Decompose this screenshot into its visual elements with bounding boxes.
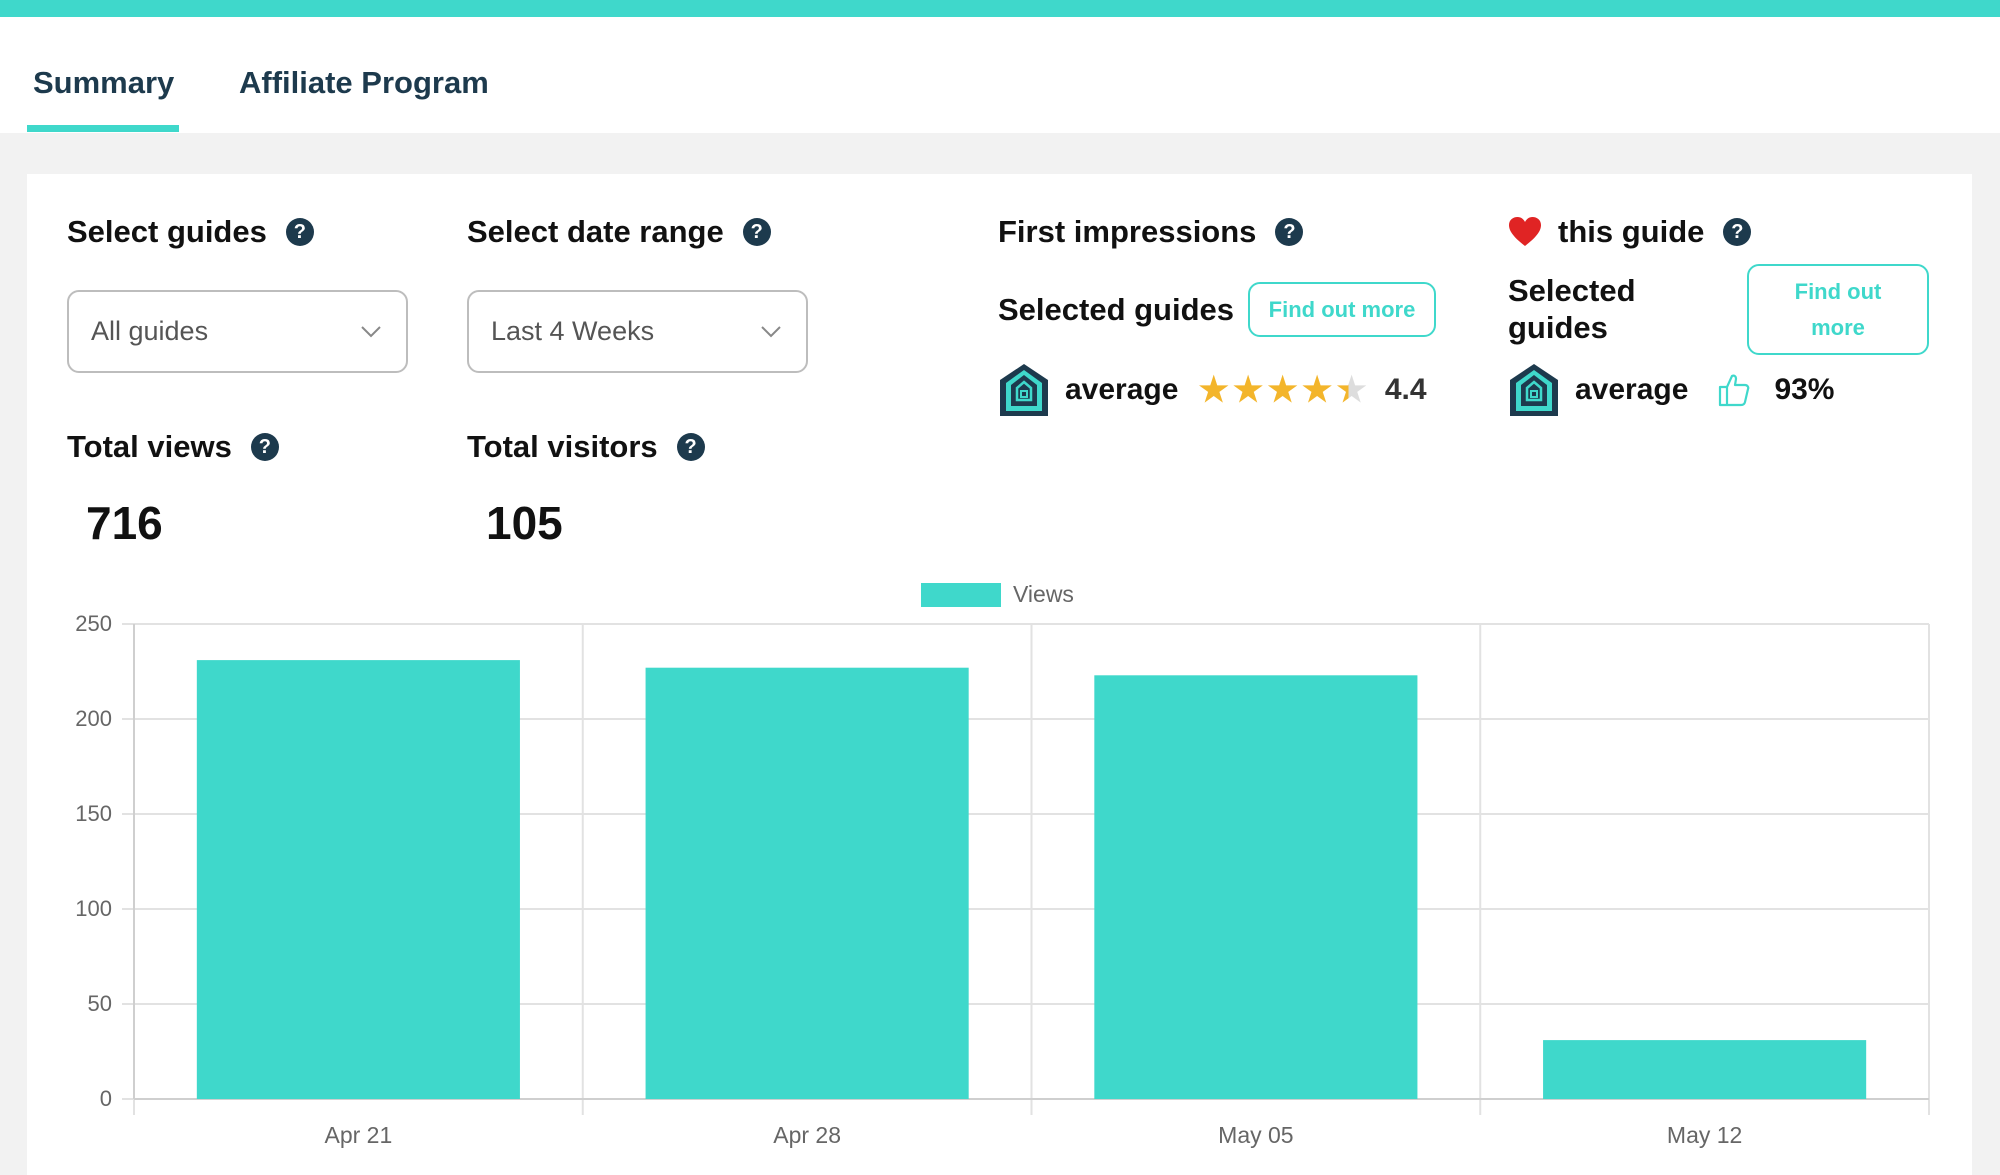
star-icon: ★ (1267, 371, 1298, 409)
first-impressions-find-out-more-button[interactable]: Find out more (1248, 282, 1436, 337)
date-range-dropdown[interactable]: Last 4 Weeks (467, 290, 808, 373)
x-tick-label: Apr 21 (324, 1122, 393, 1148)
x-tick-label: May 05 (1218, 1122, 1294, 1148)
select-guides-help-icon[interactable]: ? (285, 218, 314, 246)
total-visitors-label: Total visitors ? (467, 429, 705, 465)
star-icon: ★ (1232, 371, 1264, 409)
love-guide-selected-label: Selected guides (1508, 273, 1636, 345)
love-guide-help-icon[interactable]: ? (1723, 218, 1752, 246)
love-guide-average-row: average 93% (1508, 362, 1834, 418)
heart-icon (1509, 217, 1541, 246)
thumbs-up-icon (1719, 374, 1750, 407)
first-impressions-selected-label: Selected guides (998, 292, 1235, 327)
total-views-help-icon[interactable]: ? (250, 433, 279, 461)
total-visitors-value: 105 (486, 497, 563, 549)
guides-dropdown-value: All guides (91, 316, 209, 346)
tab-summary[interactable]: Summary (33, 65, 175, 100)
tab-bar: Summary Affiliate Program (0, 17, 2000, 133)
y-tick-label: 50 (87, 991, 112, 1016)
star-icon: ★ (1301, 371, 1333, 409)
x-tick-label: May 12 (1666, 1122, 1743, 1148)
total-views-label: Total views ? (67, 429, 279, 465)
y-tick-label: 0 (99, 1086, 112, 1111)
first-impressions-label: First impressions ? (998, 214, 1304, 250)
first-impressions-help-icon[interactable]: ? (1275, 218, 1304, 246)
rating-value: 4.4 (1384, 373, 1427, 406)
percent-value: 93% (1774, 373, 1835, 406)
select-guides-label: Select guides ? (67, 214, 314, 250)
chevron-down-icon (761, 326, 781, 338)
select-date-range-label: Select date range ? (467, 214, 771, 250)
active-tab-indicator (27, 125, 179, 132)
chart-legend[interactable]: Views (921, 581, 1074, 608)
tab-affiliate-program[interactable]: Affiliate Program (239, 65, 489, 100)
date-range-dropdown-value: Last 4 Weeks (491, 316, 655, 346)
half-star-icon: ★ (1336, 371, 1367, 409)
first-impressions-average-row: average ★ ★ ★ ★ ★ 4.4 (998, 362, 1427, 418)
love-guide-average-text: average (1575, 373, 1689, 406)
y-tick-label: 200 (75, 706, 112, 731)
y-tick-label: 250 (75, 611, 112, 636)
total-views-text: Total views (67, 429, 232, 464)
star-rating: ★ ★ ★ ★ ★ (1198, 370, 1370, 410)
star-icon: ★ (1198, 371, 1229, 409)
legend-swatch-views (921, 582, 1001, 607)
love-guide-text: this guide (1558, 214, 1705, 249)
legend-label-views: Views (1013, 581, 1074, 607)
date-range-help-icon[interactable]: ? (742, 218, 771, 246)
first-impressions-average-text: average (1065, 373, 1179, 406)
house-badge-icon (1000, 364, 1048, 416)
first-impressions-text: First impressions (998, 214, 1257, 249)
guides-dropdown[interactable]: All guides (67, 290, 408, 373)
chevron-down-icon (361, 326, 381, 338)
top-accent-bar (0, 0, 2000, 17)
total-views-value: 716 (86, 497, 163, 549)
house-badge-icon (1510, 364, 1558, 416)
y-tick-label: 100 (75, 896, 112, 921)
select-date-range-text: Select date range (467, 214, 724, 249)
select-guides-text: Select guides (67, 214, 267, 249)
total-visitors-text: Total visitors (467, 429, 658, 464)
y-tick-label: 150 (75, 801, 112, 826)
x-tick-label: Apr 28 (773, 1122, 842, 1148)
love-guide-label: this guide ? (1508, 214, 1752, 250)
total-visitors-help-icon[interactable]: ? (676, 433, 705, 461)
love-guide-find-out-more-button[interactable]: Find out more (1747, 264, 1929, 355)
